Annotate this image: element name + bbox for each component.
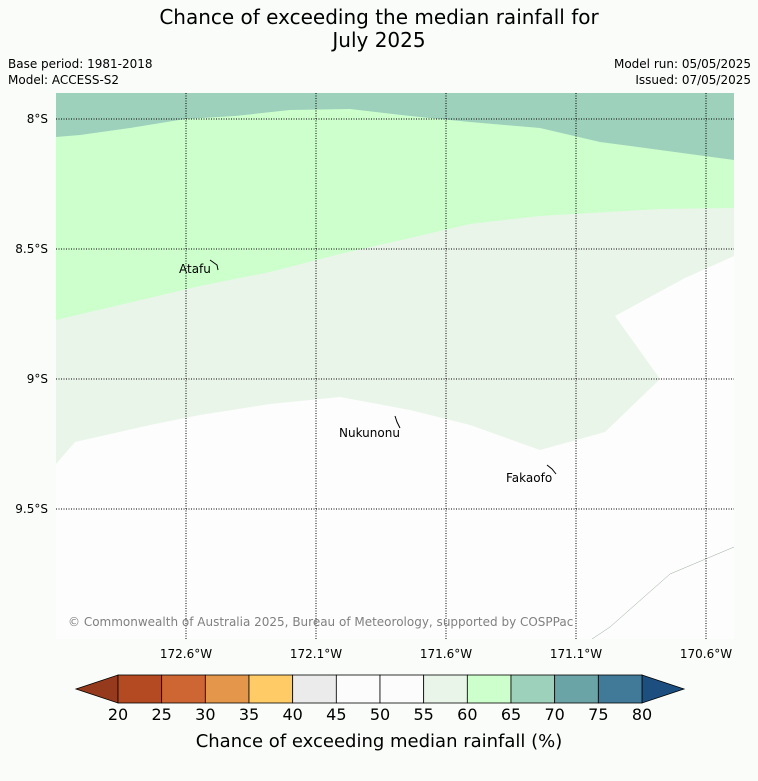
meta-left: Base period: 1981-2018 Model: ACCESS-S2 bbox=[8, 56, 153, 88]
nukunonu-island-shape bbox=[394, 415, 401, 429]
colorbar-over-arrow bbox=[641, 674, 686, 704]
colorbar-tick-label: 60 bbox=[457, 705, 477, 724]
place-markers: Atafu Nukunonu Fakaofo bbox=[179, 259, 557, 485]
band-60-65 bbox=[56, 93, 734, 320]
lon-label: 172.6°W bbox=[160, 647, 212, 661]
colorbar-tick-label: 20 bbox=[108, 705, 128, 724]
colorbar-tick-label: 25 bbox=[151, 705, 171, 724]
lat-label: 9°S bbox=[27, 372, 48, 386]
lon-label: 171.1°W bbox=[550, 647, 602, 661]
issued-label: Issued: 07/05/2025 bbox=[635, 73, 751, 87]
lat-labels: 8°S 8.5°S 9°S 9.5°S bbox=[15, 112, 48, 516]
place-label-nukunonu: Nukunonu bbox=[339, 426, 400, 440]
colorbar-tick-label: 70 bbox=[544, 705, 564, 724]
rainfall-contours bbox=[56, 93, 734, 639]
lon-label: 170.6°W bbox=[680, 647, 732, 661]
colorbar-under-arrow bbox=[74, 674, 119, 704]
colorbar-tick-label: 65 bbox=[501, 705, 521, 724]
atafu-island-shape bbox=[209, 259, 219, 271]
colorbar-cell bbox=[510, 674, 556, 704]
colorbar-tick-label: 80 bbox=[632, 705, 652, 724]
colorbar-cell bbox=[204, 674, 250, 704]
meta-right: Model run: 05/05/2025 Issued: 07/05/2025 bbox=[614, 56, 751, 88]
chart-title: Chance of exceeding the median rainfall … bbox=[0, 6, 758, 52]
lon-label: 171.6°W bbox=[420, 647, 472, 661]
colorbar-cell bbox=[379, 674, 425, 704]
model-label: Model: ACCESS-S2 bbox=[8, 73, 120, 87]
colorbar-ticks: 20 25 30 35 40 45 50 55 60 65 70 75 80 bbox=[108, 705, 652, 724]
fakaofo-island-shape bbox=[546, 464, 557, 475]
colorbar-tick-label: 50 bbox=[370, 705, 390, 724]
place-label-fakaofo: Fakaofo bbox=[506, 471, 552, 485]
title-line-2: July 2025 bbox=[332, 28, 426, 52]
base-period-label: Base period: 1981-2018 bbox=[8, 57, 153, 71]
colorbar-tick-label: 75 bbox=[588, 705, 608, 724]
colorbar-cell bbox=[423, 674, 468, 704]
colorbar-tick-label: 40 bbox=[282, 705, 302, 724]
colorbar: 20 25 30 35 40 45 50 55 60 65 70 75 80 Chance of exc… bbox=[74, 674, 686, 752]
lon-labels: 172.6°W 172.1°W 171.6°W 171.1°W 170.6°W bbox=[160, 647, 732, 661]
se-contour-line bbox=[591, 546, 734, 639]
colorbar-cell bbox=[466, 674, 512, 704]
lon-label: 172.1°W bbox=[290, 647, 342, 661]
colorbar-cell bbox=[292, 674, 337, 704]
colorbar-tick-label: 30 bbox=[195, 705, 215, 724]
colorbar-tick-label: 35 bbox=[239, 705, 259, 724]
colorbar-cells bbox=[117, 674, 643, 704]
colorbar-label: Chance of exceeding median rainfall (%) bbox=[196, 731, 563, 752]
colorbar-cell bbox=[335, 674, 381, 704]
lat-label: 8.5°S bbox=[15, 242, 48, 256]
band-65-70 bbox=[56, 93, 734, 160]
place-label-atafu: Atafu bbox=[179, 262, 211, 276]
title-line-1: Chance of exceeding the median rainfall … bbox=[159, 5, 599, 29]
colorbar-cell bbox=[117, 674, 163, 704]
graticule bbox=[56, 93, 734, 639]
lat-label: 9.5°S bbox=[15, 502, 48, 516]
colorbar-cell bbox=[554, 674, 599, 704]
colorbar-tick-label: 45 bbox=[326, 705, 346, 724]
model-run-label: Model run: 05/05/2025 bbox=[613, 57, 751, 71]
copyright-notice: © Commonwealth of Australia 2025, Bureau… bbox=[68, 615, 573, 629]
colorbar-tick-label: 55 bbox=[413, 705, 433, 724]
colorbar-cell bbox=[161, 674, 206, 704]
colorbar-cell bbox=[248, 674, 294, 704]
colorbar-cell bbox=[597, 674, 643, 704]
lat-label: 8°S bbox=[27, 112, 48, 126]
